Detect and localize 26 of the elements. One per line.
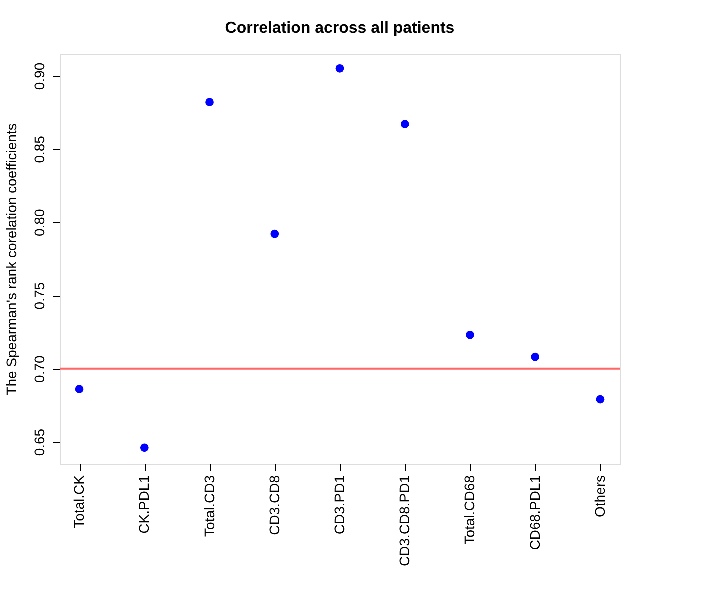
x-tick-label: Total.CK: [71, 474, 88, 528]
y-axis-title: The Spearman's rank corelation coefficients: [4, 124, 20, 396]
y-tick-label: 0.80: [32, 209, 48, 237]
point: [466, 330, 474, 340]
x-tick-label: Total.CD3: [201, 475, 218, 537]
x-tick-label: Others: [592, 476, 608, 518]
point: [270, 230, 280, 238]
y-tick-label: 0.65: [32, 428, 48, 456]
point: [336, 64, 344, 73]
x-tick-label: CK.PDL1: [136, 475, 152, 534]
x-tick-label: CD3.CD8: [266, 475, 282, 536]
y-tick-label: 0.90: [32, 62, 48, 90]
x-tick-label: Total.CD68: [462, 475, 478, 545]
point: [75, 385, 84, 394]
point: [531, 352, 540, 362]
y-tick-label: 0.85: [32, 136, 48, 164]
point: [140, 444, 149, 452]
y-tick-label: 0.75: [32, 282, 48, 310]
x-tick-label: CD3.PD1: [332, 475, 348, 535]
x-tick-label: CD68.PDL1: [526, 475, 543, 550]
point: [206, 98, 214, 106]
y-tick-label: 0.70: [32, 355, 48, 383]
point: [596, 395, 605, 404]
point: [400, 120, 410, 128]
x-tick-label: CD3.CD8.PD1: [396, 475, 413, 567]
chart-title: Correlation across all patients: [225, 20, 455, 37]
